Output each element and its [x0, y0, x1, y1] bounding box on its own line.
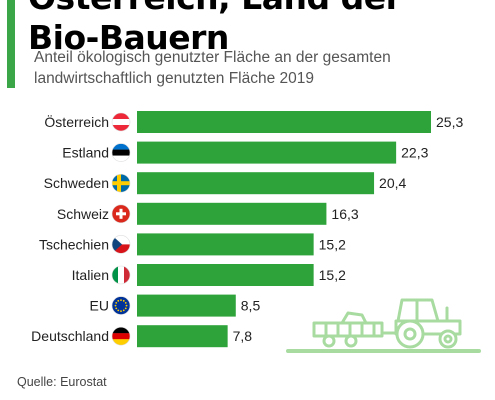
category-label-3: Schweiz — [57, 206, 109, 222]
value-label-4: 15,2 — [319, 236, 346, 252]
value-label-7: 7,8 — [233, 328, 253, 344]
value-label-6: 8,5 — [241, 298, 261, 314]
flag-austria-icon — [111, 112, 131, 132]
flag-italy-icon — [111, 265, 131, 285]
category-label-2: Schweden — [44, 175, 109, 191]
bars-group: Österreich 25,3 Estland 22,3 Schweden 20,4 Sch… — [31, 111, 463, 348]
category-label-4: Tschechien — [39, 236, 109, 252]
bar-chart: Österreich 25,3 Estland 22,3 Schweden 20,4 Sch… — [31, 111, 481, 353]
value-label-2: 20,4 — [379, 175, 406, 191]
category-label-1: Estland — [62, 145, 109, 161]
title-line-2: Bio-Bauern — [28, 18, 229, 57]
source-note: Quelle: Eurostat — [17, 375, 107, 389]
category-label-7: Deutschland — [31, 328, 109, 344]
tractor-illustration-icon — [286, 298, 481, 353]
title-line-1: Österreich, Land der — [28, 0, 402, 18]
flag-eu-icon — [111, 296, 131, 315]
bar-2 — [137, 172, 375, 195]
subtitle: Anteil ökologisch genutzter Fläche an de… — [34, 47, 484, 89]
category-label-6: EU — [90, 298, 109, 314]
subtitle-line-2: landwirtschaftlich genutzten Fläche 2019 — [34, 70, 315, 87]
bar-6 — [137, 294, 236, 317]
flag-czechia-icon — [111, 235, 131, 254]
bar-1 — [137, 141, 397, 164]
value-label-3: 16,3 — [331, 206, 358, 222]
bar-5 — [137, 264, 314, 286]
flag-switzerland-icon — [111, 204, 131, 224]
bar-7 — [137, 325, 228, 348]
flag-germany-icon — [111, 326, 131, 346]
flag-estonia-icon — [111, 143, 131, 162]
value-label-1: 22,3 — [401, 145, 428, 161]
accent-bar — [7, 0, 15, 88]
flag-sweden-icon — [111, 173, 131, 193]
bar-3 — [137, 202, 327, 225]
category-label-5: Italien — [72, 267, 109, 283]
bar-0 — [137, 111, 431, 133]
bar-4 — [137, 233, 314, 256]
value-label-5: 15,2 — [319, 267, 346, 283]
page-title: Österreich, Land der Bio-Bauern — [28, 0, 402, 58]
value-label-0: 25,3 — [436, 114, 463, 130]
subtitle-line-1: Anteil ökologisch genutzter Fläche an de… — [34, 49, 391, 66]
category-label-0: Österreich — [44, 113, 109, 130]
